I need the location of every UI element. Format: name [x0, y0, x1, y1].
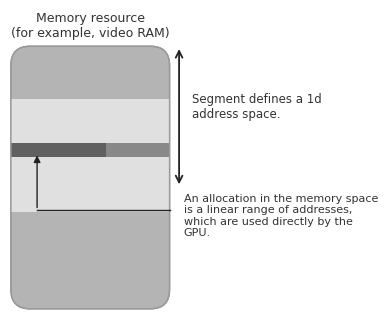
Text: Memory resource: Memory resource [36, 12, 145, 26]
Bar [11, 143, 106, 157]
Bar [11, 143, 170, 157]
Text: (for example, video RAM): (for example, video RAM) [11, 27, 170, 40]
Text: An allocation in the memory space
is a linear range of addresses,
which are used: An allocation in the memory space is a l… [184, 193, 378, 238]
Text: Segment defines a 1d
address space.: Segment defines a 1d address space. [192, 93, 322, 121]
Bar [11, 99, 170, 143]
Bar [11, 157, 170, 212]
FancyBboxPatch shape [11, 46, 170, 309]
